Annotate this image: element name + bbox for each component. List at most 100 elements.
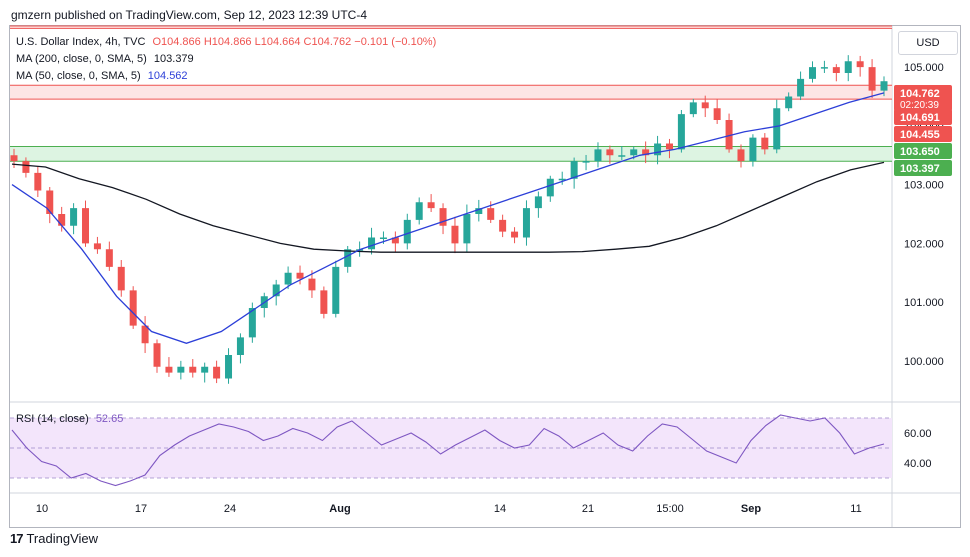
ma200-value: 103.379	[153, 53, 194, 65]
ma50-label: MA (50, close, 0, SMA, 5)	[16, 70, 141, 82]
candle-body	[511, 231, 519, 238]
ma200-label: MA (200, close, 0, SMA, 5)	[16, 53, 147, 65]
candle-body	[213, 366, 221, 379]
candle-body	[415, 202, 423, 220]
candle-body	[475, 208, 483, 214]
ohlc-values: O104.866 H104.866 L104.664 C104.762 −0.1…	[152, 36, 437, 48]
candle-body	[808, 67, 816, 79]
price-tick-label: 100.000	[904, 356, 944, 368]
brand-name: TradingView	[26, 531, 99, 546]
candle-body	[58, 214, 66, 226]
candle-body	[284, 272, 292, 285]
time-tick-label: 17	[135, 503, 147, 515]
candle-body	[832, 67, 840, 73]
candle-body	[451, 225, 459, 244]
candle-body	[689, 102, 697, 115]
zone-support	[10, 146, 892, 162]
time-tick-label: 10	[36, 503, 48, 515]
candle-body	[654, 143, 662, 156]
rsi-label: RSI (14, close)	[16, 413, 89, 425]
candle-body	[272, 284, 280, 297]
rsi-value: 52.65	[95, 413, 124, 425]
candle-body	[22, 161, 30, 173]
time-tick-label: Aug	[329, 503, 350, 515]
candle-body	[856, 61, 864, 68]
candle-body	[761, 137, 769, 150]
price-tick-label: 101.000	[904, 297, 944, 309]
ma200-line	[11, 161, 885, 253]
price-label-text: 103.397	[900, 163, 940, 175]
candle-body	[320, 290, 328, 314]
candle-body	[606, 149, 614, 156]
currency-button[interactable]: USD	[898, 31, 958, 55]
candle-body	[46, 190, 54, 214]
tradingview-logo-icon: 17	[10, 531, 24, 546]
time-tick-label: 21	[582, 503, 594, 515]
candle-body	[820, 67, 828, 69]
candle-body	[391, 237, 399, 244]
candle-body	[403, 219, 411, 244]
candle-body	[368, 237, 376, 250]
candle-body	[749, 137, 757, 162]
candle-body	[618, 155, 626, 157]
candle-body	[344, 249, 352, 267]
candle-body	[701, 102, 709, 109]
candle-body	[189, 366, 197, 373]
price-label-104.691	[894, 109, 952, 125]
candle-body	[82, 208, 90, 244]
candle-body	[665, 143, 673, 150]
price-label-text: 104.455	[900, 129, 940, 141]
candle-body	[880, 81, 888, 91]
candle-body	[308, 278, 316, 291]
rsi-legend[interactable]: RSI (14, close) 52.65	[16, 413, 123, 425]
candle-body	[868, 67, 876, 91]
candle-body	[773, 108, 781, 150]
candle-body	[797, 78, 805, 97]
price-label-text: 103.650	[900, 146, 940, 158]
candle-body	[177, 366, 185, 373]
candle-body	[594, 149, 602, 162]
candle-body	[141, 325, 149, 344]
price-label-103.650	[894, 143, 952, 159]
candle-body	[785, 96, 793, 109]
time-tick-label: 14	[494, 503, 506, 515]
candle-body	[10, 155, 18, 162]
candle-body	[70, 208, 78, 226]
main-legend: U.S. Dollar Index, 4h, TVC O104.866 H104…	[16, 36, 436, 48]
candle-body	[677, 114, 685, 150]
candle-body	[34, 172, 42, 191]
candle-body	[630, 149, 638, 156]
time-tick-label: Sep	[741, 503, 761, 515]
candle-body	[439, 208, 447, 226]
ma50-value: 104.562	[147, 70, 188, 82]
candle-body	[427, 202, 435, 209]
price-label-text: 104.691	[900, 112, 940, 124]
candle-body	[499, 219, 507, 232]
candle-body	[236, 337, 244, 355]
ma200-legend[interactable]: MA (200, close, 0, SMA, 5) 103.379	[16, 53, 194, 65]
time-tick-label: 11	[850, 503, 861, 515]
candle-body	[248, 308, 256, 338]
candle-body	[570, 161, 578, 179]
price-label-103.397	[894, 160, 952, 176]
candle-body	[713, 108, 721, 120]
price-label-104.455	[894, 126, 952, 142]
price-tick-label: 105.000	[904, 62, 944, 74]
ma50-legend[interactable]: MA (50, close, 0, SMA, 5) 104.562	[16, 70, 188, 82]
candle-body	[737, 149, 745, 162]
rsi-tick-label: 40.00	[904, 458, 932, 470]
price-tick-label: 103.000	[904, 180, 944, 192]
zone-top-resistance	[10, 26, 892, 29]
candle-body	[487, 208, 495, 220]
candle-body	[463, 214, 471, 244]
candle-body	[844, 61, 852, 73]
candle-body	[546, 178, 554, 197]
candle-body	[201, 366, 209, 373]
candle-body	[534, 196, 542, 209]
footer-brand[interactable]: 17 TradingView	[10, 531, 98, 546]
candle-body	[93, 243, 101, 250]
candle-body	[379, 237, 387, 239]
candle-body	[225, 355, 233, 379]
symbol-label[interactable]: U.S. Dollar Index, 4h, TVC	[16, 36, 146, 48]
